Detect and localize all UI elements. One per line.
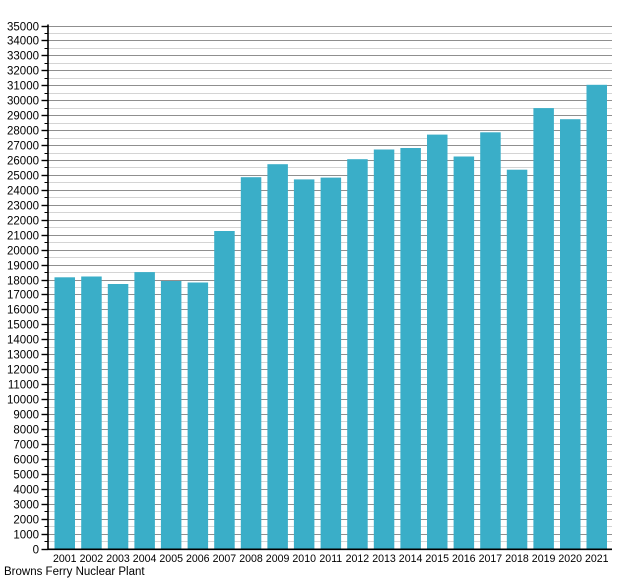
x-tick-label-2003: 2003 [106, 553, 130, 565]
bar-2004 [134, 272, 155, 549]
x-tick-label-2012: 2012 [346, 553, 370, 565]
bar-2005 [160, 281, 182, 549]
bars [54, 84, 607, 549]
y-tick-label: 7000 [13, 440, 39, 452]
y-tick-label: 1000 [13, 530, 39, 542]
x-tick-label-2021: 2021 [585, 553, 609, 565]
x-tick-label-2019: 2019 [532, 553, 556, 565]
x-axis-tick-labels: 2001 2002 2003 2004 2005 2006 2007 2008 2009 2010… [53, 553, 609, 565]
bar-2010 [293, 179, 315, 549]
axes [41, 24, 612, 551]
y-tick-label: 34000 [7, 36, 39, 48]
y-tick-label: 32000 [7, 66, 39, 78]
y-tick-label: 35000 [7, 22, 39, 34]
bar-2007 [214, 231, 235, 549]
bar-2012 [347, 159, 368, 549]
x-tick-label-2013: 2013 [372, 553, 396, 565]
y-tick-label: 30000 [7, 96, 39, 108]
y-tick-label: 5000 [13, 470, 39, 482]
y-tick-label: 8000 [13, 425, 39, 437]
bar-2014 [400, 148, 421, 549]
x-tick-label-2005: 2005 [159, 553, 183, 565]
y-tick-label: 19000 [7, 261, 39, 273]
x-tick-label-2017: 2017 [479, 553, 503, 565]
bar-2008 [240, 177, 262, 549]
y-tick-label: 29000 [7, 111, 39, 123]
y-tick-label: 27000 [7, 141, 39, 153]
x-tick-label-2002: 2002 [80, 553, 104, 565]
bar-2020 [560, 119, 581, 549]
y-tick-label: 6000 [13, 455, 39, 467]
x-tick-label-2009: 2009 [266, 553, 290, 565]
x-tick-label-2001: 2001 [53, 553, 77, 565]
bar-2015 [427, 134, 448, 549]
bar-2001 [54, 277, 75, 549]
y-tick-label: 31000 [7, 81, 39, 93]
y-tick-label: 15000 [7, 320, 39, 332]
y-tick-label: 2000 [13, 515, 39, 527]
x-tick-label-2007: 2007 [213, 553, 237, 565]
bar-2013 [373, 149, 395, 549]
bar-2006 [187, 282, 209, 549]
bar-2011 [320, 177, 342, 549]
x-tick-label-2008: 2008 [239, 553, 263, 565]
bar-2021 [586, 84, 607, 549]
y-tick-label: 20000 [7, 246, 39, 258]
bar-2017 [480, 132, 501, 549]
y-tick-label: 0 [33, 545, 39, 557]
y-tick-label: 4000 [13, 485, 39, 497]
y-tick-label: 24000 [7, 186, 39, 198]
y-tick-label: 14000 [7, 335, 39, 347]
x-tick-label-2018: 2018 [505, 553, 529, 565]
bar-2018 [506, 169, 528, 549]
x-tick-label-2020: 2020 [558, 553, 582, 565]
y-tick-label: 3000 [13, 500, 39, 512]
y-tick-label: 10000 [7, 395, 39, 407]
x-tick-label-2016: 2016 [452, 553, 476, 565]
y-tick-label: 21000 [7, 231, 39, 243]
x-tick-label-2015: 2015 [425, 553, 449, 565]
y-tick-label: 11000 [8, 380, 39, 392]
x-tick-label-2014: 2014 [399, 553, 423, 565]
y-tick-label: 28000 [7, 126, 39, 138]
y-tick-label: 26000 [7, 156, 39, 168]
y-tick-label: 22000 [7, 216, 39, 228]
y-tick-label: 25000 [7, 171, 39, 183]
bar-2009 [267, 164, 288, 549]
bar-2019 [533, 108, 554, 549]
y-tick-label: 33000 [7, 51, 39, 63]
x-tick-label-2011: 2011 [319, 553, 342, 565]
bar-2016 [453, 156, 475, 549]
chart-caption: Browns Ferry Nuclear Plant [4, 566, 145, 578]
y-tick-label: 17000 [7, 290, 39, 302]
y-tick-label: 16000 [7, 305, 39, 317]
y-tick-label: 18000 [7, 276, 39, 288]
y-axis-tick-labels: 0 1000 2000 3000 4000 5000 6000 7000 8000 9000 100… [7, 22, 39, 557]
bar-2002 [81, 276, 102, 549]
y-tick-label: 23000 [7, 201, 39, 213]
y-tick-label: 12000 [7, 365, 39, 377]
x-tick-label-2004: 2004 [133, 553, 157, 565]
x-tick-label-2010: 2010 [292, 553, 316, 565]
bar-2003 [107, 284, 129, 549]
y-tick-label: 9000 [13, 410, 39, 422]
x-tick-label-2006: 2006 [186, 553, 210, 565]
y-tick-label: 13000 [7, 350, 39, 362]
